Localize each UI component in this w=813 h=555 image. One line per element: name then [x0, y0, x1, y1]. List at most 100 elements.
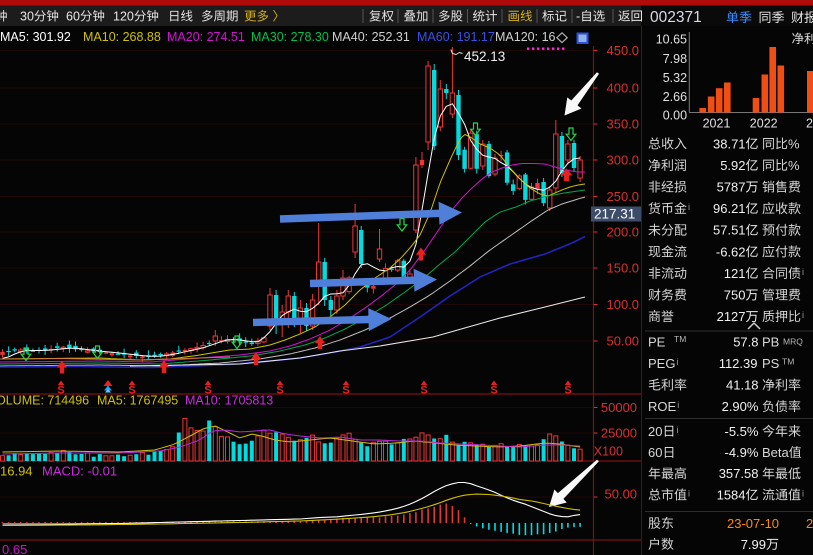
svg-text:300.0: 300.0: [607, 153, 640, 168]
svg-text:-: -: [576, 10, 580, 24]
svg-text:-6.62: -6.62: [716, 244, 746, 259]
svg-text:TM: TM: [782, 356, 794, 366]
svg-text:PEG: PEG: [648, 356, 675, 371]
svg-text:16: 16: [542, 30, 556, 44]
svg-text:2022: 2022: [750, 117, 778, 131]
svg-text:350.0: 350.0: [607, 117, 640, 132]
svg-text:%: %: [788, 158, 800, 173]
svg-text:i: i: [677, 425, 679, 435]
svg-text:S: S: [342, 385, 349, 397]
svg-text:38.71: 38.71: [713, 136, 746, 151]
svg-text:30: 30: [20, 10, 34, 24]
svg-text:268.88: 268.88: [123, 30, 161, 44]
svg-text:1767495: 1767495: [130, 394, 179, 408]
svg-text:MA60:: MA60:: [417, 30, 453, 44]
svg-text:112.39: 112.39: [719, 356, 758, 371]
svg-text:MA5:: MA5:: [0, 30, 29, 44]
svg-text:MA120:: MA120:: [495, 30, 538, 44]
svg-text:PB: PB: [762, 334, 779, 349]
svg-text:MA10:: MA10:: [185, 394, 221, 408]
svg-text:250.0: 250.0: [607, 189, 640, 204]
svg-text:60: 60: [648, 445, 662, 460]
svg-text:41.18: 41.18: [726, 378, 759, 393]
svg-text:150.0: 150.0: [607, 261, 640, 276]
svg-text:-4.9%: -4.9%: [725, 445, 759, 460]
svg-text:S: S: [490, 385, 497, 397]
svg-text:Beta: Beta: [762, 445, 790, 460]
svg-text:450.0: 450.0: [607, 43, 640, 58]
svg-text:50.00: 50.00: [605, 487, 638, 502]
svg-text:750: 750: [724, 288, 746, 303]
svg-text:301.92: 301.92: [33, 30, 71, 44]
svg-text:10.65: 10.65: [656, 33, 687, 47]
svg-text:S: S: [420, 385, 427, 397]
svg-text:200.0: 200.0: [607, 225, 640, 240]
svg-text:121: 121: [724, 266, 746, 281]
svg-text:274.51: 274.51: [207, 30, 245, 44]
svg-text:57.51: 57.51: [713, 223, 746, 238]
svg-text:2023: 2023: [806, 117, 813, 131]
svg-text:MA40:: MA40:: [332, 30, 368, 44]
svg-text:0.65: 0.65: [2, 542, 27, 555]
svg-text:i: i: [677, 400, 679, 410]
svg-text:217.31: 217.31: [594, 207, 635, 222]
svg-text:2: 2: [806, 516, 813, 531]
svg-text:57.8: 57.8: [733, 334, 758, 349]
svg-text:-5.5%: -5.5%: [725, 424, 759, 439]
svg-text:S: S: [204, 385, 211, 397]
svg-text:1705813: 1705813: [225, 394, 274, 408]
svg-text:452.13: 452.13: [464, 49, 505, 64]
svg-text:i: i: [802, 488, 804, 498]
svg-text:2021: 2021: [703, 117, 731, 131]
svg-text:PE: PE: [648, 334, 666, 349]
svg-text:191.17: 191.17: [457, 30, 495, 44]
svg-text:S: S: [564, 385, 571, 397]
svg-text:i: i: [677, 357, 679, 367]
svg-text:MA20:: MA20:: [167, 30, 203, 44]
svg-text:7.98: 7.98: [663, 52, 687, 66]
svg-text:MRQ: MRQ: [783, 337, 803, 347]
svg-text:5787: 5787: [717, 180, 746, 195]
svg-text:MA5:: MA5:: [97, 394, 126, 408]
svg-text:i: i: [688, 202, 690, 212]
svg-text:50.00: 50.00: [607, 334, 640, 349]
svg-text:TM: TM: [674, 334, 686, 344]
svg-text:23-07-10: 23-07-10: [727, 516, 779, 531]
svg-text:100.0: 100.0: [607, 297, 640, 312]
svg-text:1584: 1584: [717, 487, 746, 502]
svg-text:OLUME:: OLUME:: [0, 394, 44, 408]
svg-text:0.00: 0.00: [663, 109, 687, 123]
svg-text:7.99: 7.99: [741, 537, 766, 552]
svg-text:50000: 50000: [601, 400, 637, 415]
svg-text:S: S: [57, 385, 64, 397]
svg-text:25000: 25000: [601, 426, 637, 441]
svg-text:278.30: 278.30: [291, 30, 329, 44]
svg-text:MA30:: MA30:: [251, 30, 287, 44]
svg-text:MACD:: MACD:: [42, 464, 84, 479]
svg-text:5.92: 5.92: [720, 158, 745, 173]
svg-text:MA10:: MA10:: [83, 30, 119, 44]
svg-text:96.21: 96.21: [713, 201, 746, 216]
svg-text:-0.01: -0.01: [88, 464, 118, 479]
svg-text:60: 60: [66, 10, 80, 24]
svg-text:S: S: [276, 385, 283, 397]
svg-text:16.94: 16.94: [0, 464, 33, 479]
svg-text:2.66: 2.66: [663, 90, 687, 104]
svg-text:i: i: [688, 488, 690, 498]
svg-text:PS: PS: [762, 356, 780, 371]
svg-text:X100: X100: [594, 445, 623, 459]
svg-text:2127: 2127: [717, 309, 746, 324]
svg-text:002371: 002371: [650, 9, 702, 26]
svg-text:%: %: [788, 136, 800, 151]
svg-text:20: 20: [648, 424, 662, 439]
svg-text:400.0: 400.0: [607, 81, 640, 96]
svg-text:120: 120: [113, 10, 134, 24]
svg-text:〉: 〉: [273, 10, 286, 24]
svg-text:357.58: 357.58: [719, 466, 759, 481]
svg-text:2.90%: 2.90%: [722, 399, 759, 414]
svg-text:714496: 714496: [47, 394, 89, 408]
svg-text:5.32: 5.32: [663, 71, 687, 85]
svg-text:i: i: [802, 310, 804, 320]
svg-text:ROE: ROE: [648, 399, 677, 414]
svg-text:i: i: [802, 267, 804, 277]
